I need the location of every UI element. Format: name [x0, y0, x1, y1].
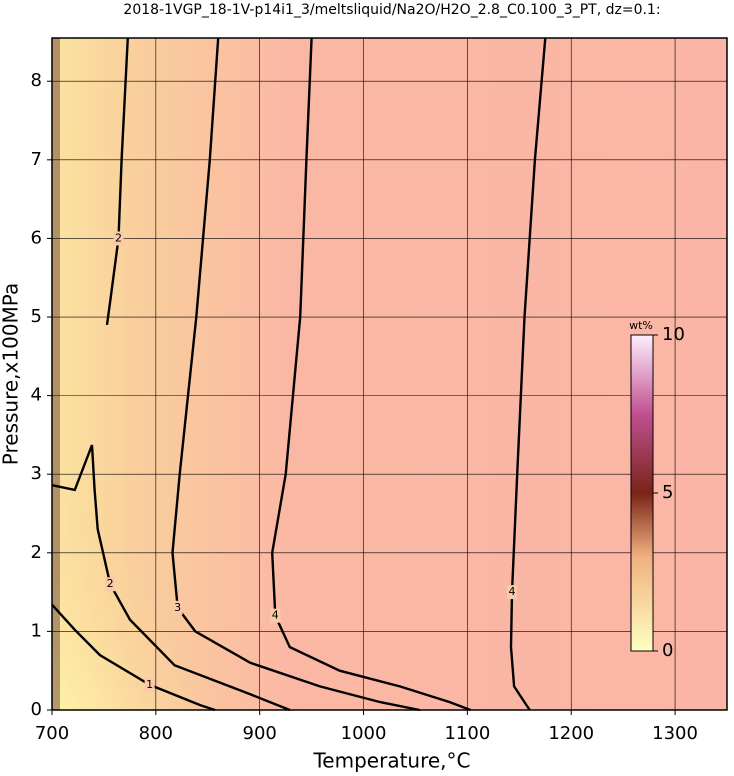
y-tick-label: 6 — [31, 227, 42, 248]
contour-line — [509, 37, 547, 711]
contour-label-bg — [105, 577, 116, 592]
plot-background-shade — [52, 38, 727, 710]
contour-line — [51, 444, 291, 712]
y-tick-label: 3 — [31, 463, 42, 484]
contour-label: 4 — [272, 609, 279, 622]
plot-frame — [51, 37, 728, 711]
contour-label-bg — [270, 608, 281, 623]
x-tick-label: 800 — [139, 723, 173, 744]
y-tick-label: 2 — [31, 542, 42, 563]
chart-title: 2018-1VGP_18-1V-p14i1_3/meltsliquid/Na2O… — [123, 2, 660, 18]
edge-shade — [52, 38, 60, 710]
contours: 4 4 3 2 2 1 — [51, 37, 547, 712]
y-tick-label: 4 — [31, 385, 42, 406]
y-tick-label: 7 — [31, 149, 42, 170]
y-tick-label: 8 — [31, 70, 42, 91]
contour-label-bg — [144, 677, 155, 692]
x-tick-label: 1300 — [652, 723, 698, 744]
contour-label: 1 — [146, 678, 153, 691]
colorbar-tick-label: 10 — [662, 324, 685, 345]
colorbar-tick-label: 0 — [662, 640, 673, 661]
y-tick-label: 5 — [31, 306, 42, 327]
y-tick-label: 0 — [31, 699, 42, 720]
x-tick-label: 1100 — [444, 723, 490, 744]
contour-label-bg — [172, 600, 183, 615]
contour-label-bg — [507, 585, 518, 600]
y-tick-label: 1 — [31, 620, 42, 641]
contour-label: 2 — [107, 577, 114, 590]
y-axis-label: Pressure,x100MPa — [0, 283, 23, 465]
contour-line — [51, 603, 216, 712]
x-tick-label: 1200 — [548, 723, 594, 744]
contour-label: 2 — [115, 231, 122, 244]
x-tick-label: 1000 — [341, 723, 387, 744]
colorbar-tick-label: 5 — [662, 482, 673, 503]
x-tick-label: 900 — [243, 723, 277, 744]
colorbar-label: wt% — [629, 319, 653, 332]
x-tick-label: 700 — [35, 723, 69, 744]
contour-label-bg — [113, 231, 124, 246]
contour-label: 4 — [509, 585, 516, 598]
colorbar — [630, 334, 654, 652]
x-axis-label: Temperature,°C — [312, 749, 470, 773]
contour-label: 3 — [174, 601, 181, 614]
